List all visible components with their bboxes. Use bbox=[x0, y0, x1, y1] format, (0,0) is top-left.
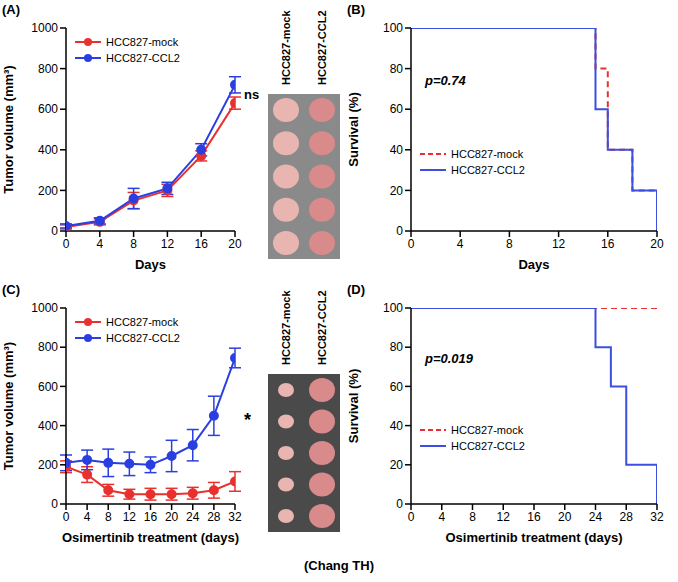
svg-text:20: 20 bbox=[228, 237, 242, 251]
svg-text:8: 8 bbox=[105, 510, 112, 524]
svg-text:100: 100 bbox=[383, 21, 403, 35]
svg-text:60: 60 bbox=[390, 380, 404, 394]
svg-text:800: 800 bbox=[38, 62, 58, 76]
svg-text:*: * bbox=[244, 410, 251, 430]
svg-text:12: 12 bbox=[161, 237, 175, 251]
svg-text:600: 600 bbox=[38, 102, 58, 116]
svg-text:1000: 1000 bbox=[31, 301, 58, 315]
svg-text:100: 100 bbox=[383, 301, 403, 315]
html-text:(A): (A) bbox=[2, 2, 20, 17]
svg-text:20: 20 bbox=[390, 184, 404, 198]
html-text:HCC827-CCL2: HCC827-CCL2 bbox=[106, 332, 180, 344]
svg-text:16: 16 bbox=[195, 237, 209, 251]
svg-text:0: 0 bbox=[63, 510, 70, 524]
svg-text:8: 8 bbox=[469, 510, 476, 524]
html-text:HCC827-mock: HCC827-mock bbox=[451, 147, 524, 160]
html-text:HCC827-CCL2: HCC827-CCL2 bbox=[106, 52, 180, 64]
html-text:p=0.019: p=0.019 bbox=[425, 351, 474, 367]
svg-text:16: 16 bbox=[601, 237, 615, 251]
svg-text:80: 80 bbox=[390, 340, 404, 354]
svg-text:0: 0 bbox=[408, 510, 415, 524]
svg-text:24: 24 bbox=[186, 510, 200, 524]
svg-text:400: 400 bbox=[38, 143, 58, 157]
svg-text:16: 16 bbox=[144, 510, 158, 524]
svg-text:28: 28 bbox=[620, 510, 634, 524]
svg-text:0: 0 bbox=[63, 237, 70, 251]
svg-text:20: 20 bbox=[650, 237, 664, 251]
svg-text:4: 4 bbox=[96, 237, 103, 251]
svg-text:4: 4 bbox=[84, 510, 91, 524]
svg-text:0: 0 bbox=[396, 497, 403, 511]
svg-text:32: 32 bbox=[650, 510, 664, 524]
svg-text:400: 400 bbox=[38, 419, 58, 433]
html-text:HCC827-CCL2: HCC827-CCL2 bbox=[451, 163, 525, 176]
svg-text:ns: ns bbox=[244, 87, 259, 102]
svg-text:0: 0 bbox=[408, 237, 415, 251]
html-text:(Chang TH): (Chang TH) bbox=[304, 558, 374, 573]
svg-text:12: 12 bbox=[552, 237, 566, 251]
svg-text:800: 800 bbox=[38, 340, 58, 354]
svg-text:Days: Days bbox=[518, 257, 549, 272]
svg-text:4: 4 bbox=[457, 237, 464, 251]
svg-text:16: 16 bbox=[527, 510, 541, 524]
svg-text:0: 0 bbox=[51, 497, 58, 511]
svg-text:20: 20 bbox=[390, 458, 404, 472]
html-text:(B): (B) bbox=[347, 2, 365, 17]
html-text:(D): (D) bbox=[347, 282, 365, 297]
svg-text:Survival (%): Survival (%) bbox=[346, 369, 361, 443]
svg-text:4: 4 bbox=[438, 510, 445, 524]
svg-text:600: 600 bbox=[38, 380, 58, 394]
html-text:HCC827-mock: HCC827-mock bbox=[280, 10, 292, 85]
html-text:HCC827-CCL2: HCC827-CCL2 bbox=[316, 10, 328, 85]
svg-text:12: 12 bbox=[123, 510, 137, 524]
svg-text:200: 200 bbox=[38, 184, 58, 198]
svg-text:200: 200 bbox=[38, 458, 58, 472]
svg-text:8: 8 bbox=[130, 237, 137, 251]
html-text:(C): (C) bbox=[2, 282, 20, 297]
html-text:HCC827-mock: HCC827-mock bbox=[451, 423, 524, 436]
svg-text:Tumor volume (mm³): Tumor volume (mm³) bbox=[1, 342, 16, 470]
html-text:HCC827-mock: HCC827-mock bbox=[106, 316, 179, 328]
svg-text:80: 80 bbox=[390, 62, 404, 76]
svg-text:40: 40 bbox=[390, 143, 404, 157]
svg-text:8: 8 bbox=[506, 237, 513, 251]
svg-text:28: 28 bbox=[207, 510, 221, 524]
svg-text:Days: Days bbox=[135, 257, 166, 272]
svg-text:20: 20 bbox=[558, 510, 572, 524]
svg-text:Osimertinib treatment (days): Osimertinib treatment (days) bbox=[446, 530, 623, 545]
svg-text:0: 0 bbox=[51, 224, 58, 238]
svg-text:Tumor volume (mm³): Tumor volume (mm³) bbox=[1, 65, 16, 193]
svg-text:24: 24 bbox=[589, 510, 603, 524]
svg-text:12: 12 bbox=[497, 510, 511, 524]
svg-text:32: 32 bbox=[228, 510, 242, 524]
svg-text:Survival (%): Survival (%) bbox=[346, 92, 361, 166]
html-text:HCC827-mock: HCC827-mock bbox=[280, 290, 292, 365]
html-text:HCC827-mock: HCC827-mock bbox=[106, 36, 179, 48]
svg-text:0: 0 bbox=[396, 224, 403, 238]
html-text:HCC827-CCL2: HCC827-CCL2 bbox=[316, 290, 328, 365]
html-text:HCC827-CCL2: HCC827-CCL2 bbox=[451, 439, 525, 452]
svg-text:Osimertinib treatment (days): Osimertinib treatment (days) bbox=[62, 530, 239, 545]
svg-text:1000: 1000 bbox=[31, 21, 58, 35]
svg-text:20: 20 bbox=[165, 510, 179, 524]
svg-text:40: 40 bbox=[390, 419, 404, 433]
html-text:p=0.74: p=0.74 bbox=[425, 72, 466, 88]
svg-text:60: 60 bbox=[390, 102, 404, 116]
